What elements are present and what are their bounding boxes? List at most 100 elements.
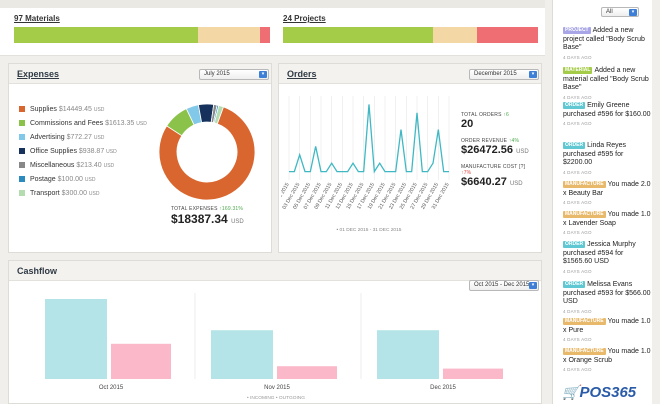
expense-amount: $14449.45 [58,106,92,113]
category-label: Oct 2015 [99,385,124,391]
activity-text: You made 2.0 x Beauty Bar [563,181,651,197]
expenses-period-select[interactable]: July 2015 ▾ [199,69,269,80]
expense-amount: $100.00 [57,176,83,183]
orders-stats: TOTAL ORDERS ↑6 20 ORDER REVENUE ↑4% $26… [461,112,541,188]
activity-badge: MANUFACTURE [563,181,606,188]
materials-bar-segment-2 [259,27,270,43]
activity-badge: ORDER [563,142,586,149]
expense-currency: USD [103,163,115,169]
cashflow-period-select[interactable]: Oct 2015 - Dec 2015 ▾ [469,280,539,291]
cost-label[interactable]: MANUFACTURE COST [?] [461,164,526,170]
pos365-logo: 🛒POS365 [562,384,636,401]
expenses-donut-chart [158,103,256,201]
activity-feed-item[interactable]: MATERIAL Added a new material called "Bod… [563,67,651,102]
activity-feed-item[interactable]: ORDER Emily Greene purchased #596 for $16… [563,102,651,129]
summary-bars: 97 Materials 24 Projects [0,8,545,56]
cashflow-header: Cashflow Oct 2015 - Dec 2015 ▾ [9,261,541,291]
projects-label[interactable]: 24 Projects [283,14,326,23]
donut-slice-0[interactable] [158,106,256,201]
activity-sidebar: All ▾ PROJECT Added a new project called … [552,0,652,404]
activity-time: 4 DAYS AGO [563,169,592,175]
projects-metric[interactable]: 24 Projects [283,14,538,48]
cashflow-bar-outgoing[interactable] [111,343,171,379]
expense-currency: USD [84,177,96,183]
activity-feed-item[interactable]: MANUFACTURE You made 1.0 x Pure 4 DAYS AGO [563,318,651,345]
cashflow-bar-outgoing[interactable] [443,368,503,379]
cost-change: ↑7% [461,170,472,176]
activity-filter-value: All [606,9,613,15]
total-orders-label: TOTAL ORDERS [461,112,502,118]
orders-header: Orders December 2015 ▾ [279,64,541,84]
expense-name: Transport [30,190,60,197]
cart-icon: 🛒 [562,384,580,400]
activity-filter-select[interactable]: All ▾ [601,7,639,17]
revenue-currency: USD [516,149,529,155]
chevron-down-icon: ▾ [629,9,637,16]
materials-metric[interactable]: 97 Materials [14,14,270,48]
expense-legend-item: Transport $300.00 USD [19,190,99,197]
expense-legend-item: Miscellaneous $213.40 USD [19,162,114,169]
activity-badge: MANUFACTURE [563,348,606,355]
materials-label[interactable]: 97 Materials [14,14,60,23]
activity-time: 4 DAYS AGO [563,308,592,314]
activity-feed-item[interactable]: MANUFACTURE You made 2.0 x Beauty Bar 4 DA… [563,181,651,208]
expense-amount: $938.87 [78,148,105,155]
activity-feed-item[interactable]: ORDER Jessica Murphy purchased #594 for $… [563,241,651,276]
total-orders-value: 20 [461,118,474,130]
activity-badge: ORDER [563,241,586,248]
cashflow-bar-outgoing[interactable] [277,366,337,379]
activity-badge: MANUFACTURE [563,211,606,218]
legend-swatch [19,134,25,141]
expense-name: Supplies [30,106,57,113]
top-strip [0,0,545,8]
activity-feed-item[interactable]: ORDER Linda Reyes purchased #595 for $220… [563,142,651,177]
activity-text: Melissa Evans purchased #593 for $566.00… [563,281,651,305]
projects-bar-segment-2 [476,27,538,43]
activity-badge: PROJECT [563,27,591,34]
activity-feed-item[interactable]: MANUFACTURE You made 1.0 x Lavender Soap 4… [563,211,651,238]
chevron-down-icon: ▾ [529,71,537,78]
cashflow-bar-incoming[interactable] [211,330,273,379]
orders-series-line-0[interactable] [289,104,449,174]
legend-swatch [19,148,25,155]
cashflow-legend: • INCOMING • OUTGOING [247,395,305,401]
cashflow-panel: Cashflow Oct 2015 - Dec 2015 ▾ Oct 2015 N… [8,260,542,404]
expense-legend-item: Commissions and Fees $1613.35 USD [19,120,147,127]
expense-amount: $213.40 [76,162,102,169]
activity-feed-item[interactable]: ORDER Melissa Evans purchased #593 for $5… [563,281,651,316]
expense-legend-item: Postage $100.00 USD [19,176,95,183]
donut-slice-6[interactable] [213,104,224,125]
activity-text: You made 1.0 x Lavender Soap [563,211,651,227]
activity-time: 4 DAYS AGO [563,367,592,372]
cashflow-bar-incoming[interactable] [45,299,107,379]
expense-currency: USD [93,107,105,113]
orders-period-value: December 2015 [474,71,517,77]
activity-text: You made 1.0 x Pure [563,318,651,334]
expense-name: Advertising [30,134,65,141]
cost-currency: USD [509,181,523,187]
activity-time: 4 DAYS AGO [563,268,592,274]
category-label: Dec 2015 [430,385,456,391]
cashflow-bar-incoming[interactable] [377,330,439,379]
expenses-title[interactable]: Expenses [17,69,60,79]
expense-amount: $772.27 [66,134,92,141]
chevron-down-icon: ▾ [529,282,537,289]
expense-name: Postage [30,176,56,183]
orders-title[interactable]: Orders [287,69,317,79]
activity-text: Jessica Murphy purchased #594 for $1565.… [563,241,636,265]
activity-feed-item[interactable]: MANUFACTURE You made 1.0 x Orange Scrub 4 … [563,348,651,375]
orders-legend: • 01 DEC 2015 - 31 DEC 2015 [337,227,402,233]
activity-time: 4 DAYS AGO [563,337,592,342]
activity-text: Linda Reyes purchased #595 for $2200.00 [563,142,626,166]
revenue-label: ORDER REVENUE [461,138,508,144]
activity-feed-item[interactable]: PROJECT Added a new project called "Body … [563,27,651,62]
expense-currency: USD [88,191,100,197]
expense-name: Office Supplies [30,148,77,155]
expenses-period-value: July 2015 [204,71,230,77]
activity-text: Added a new project called "Body Scrub B… [563,27,645,51]
activity-text: You made 1.0 x Orange Scrub [563,348,651,364]
orders-period-select[interactable]: December 2015 ▾ [469,69,539,80]
logo-text: POS365 [579,384,637,401]
expense-currency: USD [136,121,147,127]
